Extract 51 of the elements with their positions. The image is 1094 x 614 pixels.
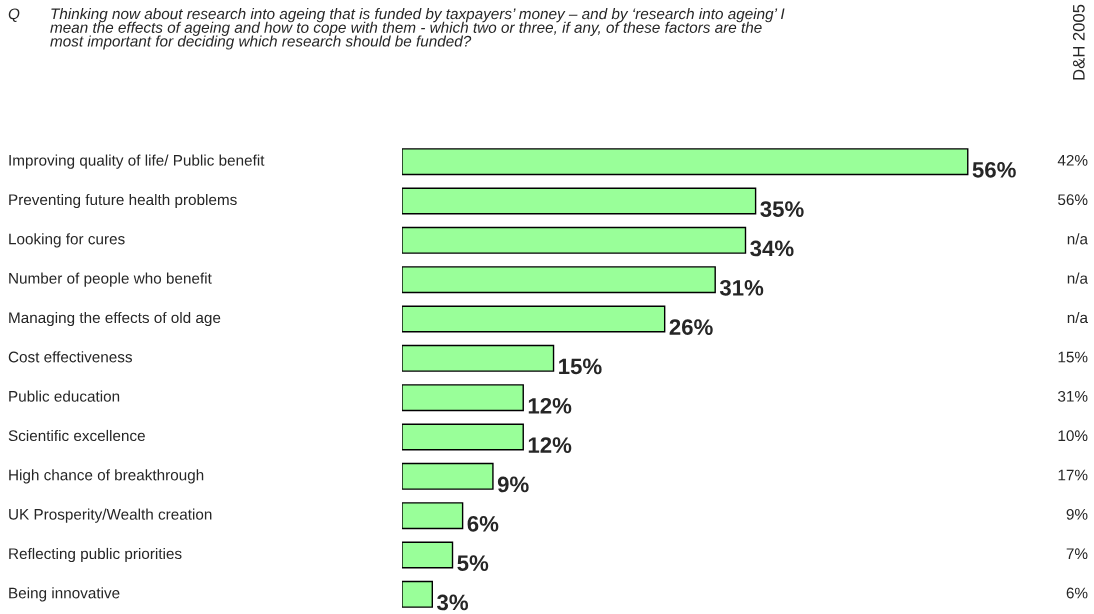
bar (402, 148, 969, 176)
bar (402, 187, 757, 215)
data-label: 12% (528, 437, 572, 453)
y-tick-label: Managing the effects of old age (9, 311, 221, 327)
bar (402, 344, 555, 372)
data-label: 35% (760, 201, 804, 217)
data-label: 3% (436, 594, 469, 611)
y-tick-label: Number of people who benefit (9, 272, 212, 287)
bar (402, 541, 454, 569)
bar (402, 580, 434, 608)
bar (402, 384, 524, 412)
y-tick-label: Scientific excellence (8, 429, 145, 442)
data-label: 56% (972, 161, 1016, 178)
data-label: 12% (528, 397, 572, 414)
bar (402, 266, 716, 294)
data-label: 26% (669, 319, 713, 335)
y-tick-label: High chance of breakthrough (9, 469, 204, 484)
text: n/a (1067, 311, 1088, 324)
data-label: 6% (467, 515, 499, 532)
text: n/a (1067, 272, 1088, 284)
text: 7% (1066, 548, 1088, 560)
text: D&H 2005 (1072, 4, 1085, 80)
text: 56% (1058, 194, 1088, 206)
data-label: 9% (497, 476, 529, 493)
y-tick-label: Looking for cures (9, 233, 125, 248)
bar (402, 305, 666, 333)
y-tick-label: UK Prosperity/Wealth creation (9, 508, 212, 523)
bar (402, 462, 494, 490)
text: 9% (1066, 508, 1088, 520)
text: 6% (1066, 587, 1088, 599)
text: 31% (1058, 390, 1088, 402)
bar (402, 423, 524, 451)
bar (402, 502, 464, 530)
text: 17% (1058, 469, 1088, 481)
text: 42% (1057, 154, 1088, 166)
y-tick-label: Public education (9, 390, 120, 402)
y-tick-label: Reflecting public priorities (9, 547, 182, 563)
data-label: 15% (559, 358, 602, 375)
bar (402, 226, 747, 254)
text: 10% (1058, 430, 1088, 442)
data-label: 5% (457, 555, 489, 571)
y-tick-label: Cost effectiveness (8, 351, 133, 363)
data-label: 34% (750, 240, 794, 257)
y-tick-label: Being innovative (9, 587, 120, 602)
text: Q (8, 8, 20, 22)
text: 15% (1058, 351, 1088, 363)
y-tick-label: Preventing future health problems (9, 193, 237, 209)
text: n/a (1067, 233, 1088, 245)
y-tick-label: Improving quality of life/ Public benefit (9, 154, 265, 169)
data-label: 31% (719, 279, 764, 296)
chart-title: Thinking now about research into ageing that is funded by taxpayers’ money – and by ‘research into ageing’ I mean the effects of ageing and how to cope with them - which two or three, if any, of these factors are the most important for deciding which research should be funded? (50, 8, 785, 50)
